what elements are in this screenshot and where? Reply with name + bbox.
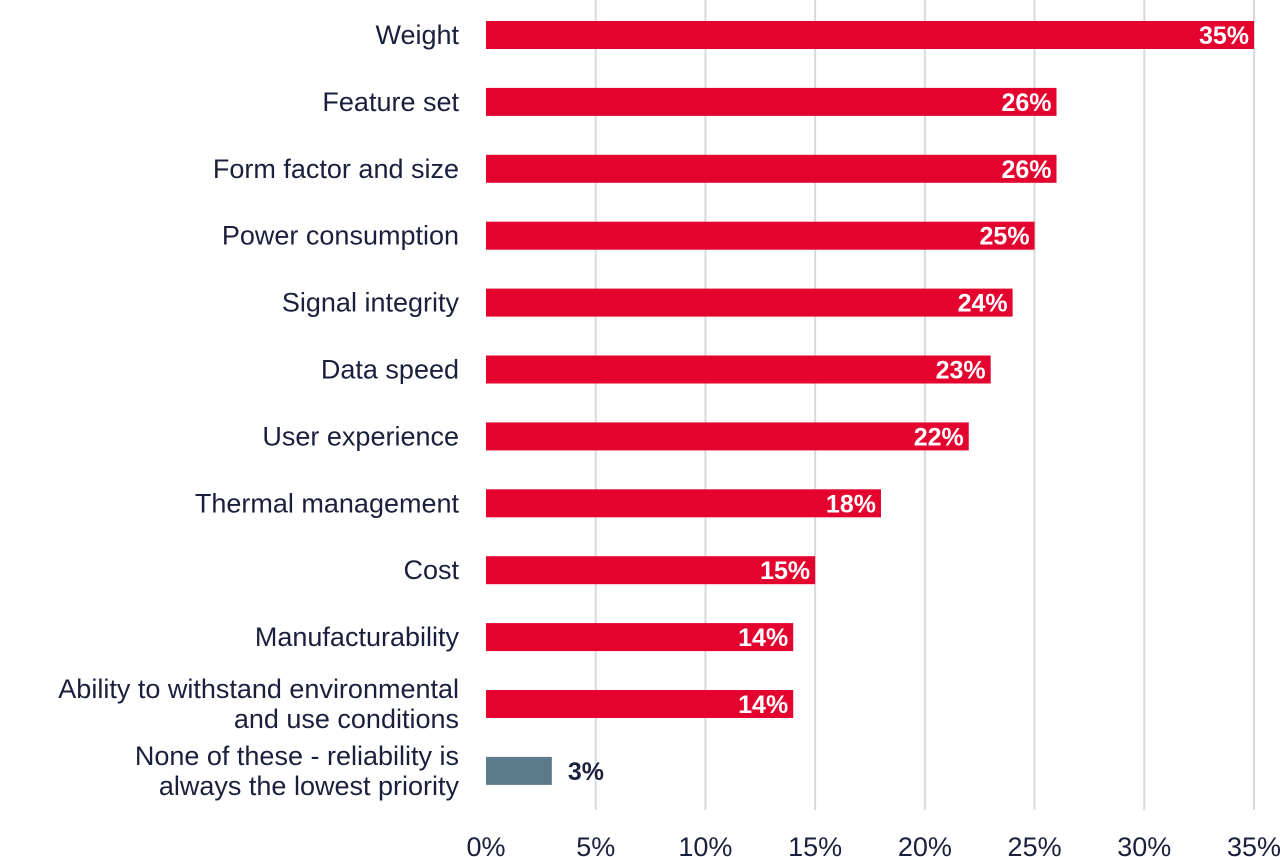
category-label: None of these - reliability is always the… [135,741,460,801]
bar [486,757,552,785]
x-tick-label: 15% [788,832,842,857]
category-label: Weight [375,20,459,50]
bars [486,21,1254,785]
data-label: 15% [760,557,810,585]
bar [486,489,881,517]
category-label: Manufacturability [255,622,460,652]
category-labels: Weight Feature set Form factor and size Pow… [58,20,459,801]
data-label: 14% [738,624,788,652]
category-label: Thermal management [195,488,460,518]
bar [486,356,991,384]
data-label: 26% [1001,89,1051,117]
x-tick-label: 30% [1117,832,1171,857]
category-label: Ability to withstand environmental and us… [58,674,459,734]
category-label: Power consumption [222,221,459,251]
category-label: Feature set [322,87,459,117]
x-tick-label: 25% [1008,832,1062,857]
data-label: 23% [936,357,986,385]
bar [486,222,1035,250]
data-label: 26% [1001,156,1051,184]
x-axis-ticks: 0% 5% 10% 15% 20% 25% 30% 35% [466,832,1280,857]
category-label: Data speed [321,355,459,385]
x-tick-label: 20% [898,832,952,857]
data-label: 14% [738,691,788,719]
x-tick-label: 0% [466,832,505,857]
category-label: Signal integrity [282,288,460,318]
data-label: 18% [826,490,876,518]
data-label: 25% [980,223,1030,251]
gridlines [596,0,1254,810]
x-tick-label: 10% [678,832,732,857]
x-tick-label: 35% [1227,832,1280,857]
data-label: 35% [1199,22,1249,50]
category-label: User experience [262,421,459,451]
x-tick-label: 5% [576,832,615,857]
bar [486,422,969,450]
data-label: 24% [958,290,1008,318]
bar [486,289,1013,317]
bar [486,21,1254,49]
category-label: Cost [403,555,459,585]
bar [486,155,1057,183]
category-label: Form factor and size [213,154,459,184]
data-label: 3% [568,758,604,786]
bar [486,88,1057,116]
data-labels: 35% 26% 26% 25% 24% 23% 22% 18% 15% 14% 14% 3% [568,22,1249,786]
data-label: 22% [914,423,964,451]
